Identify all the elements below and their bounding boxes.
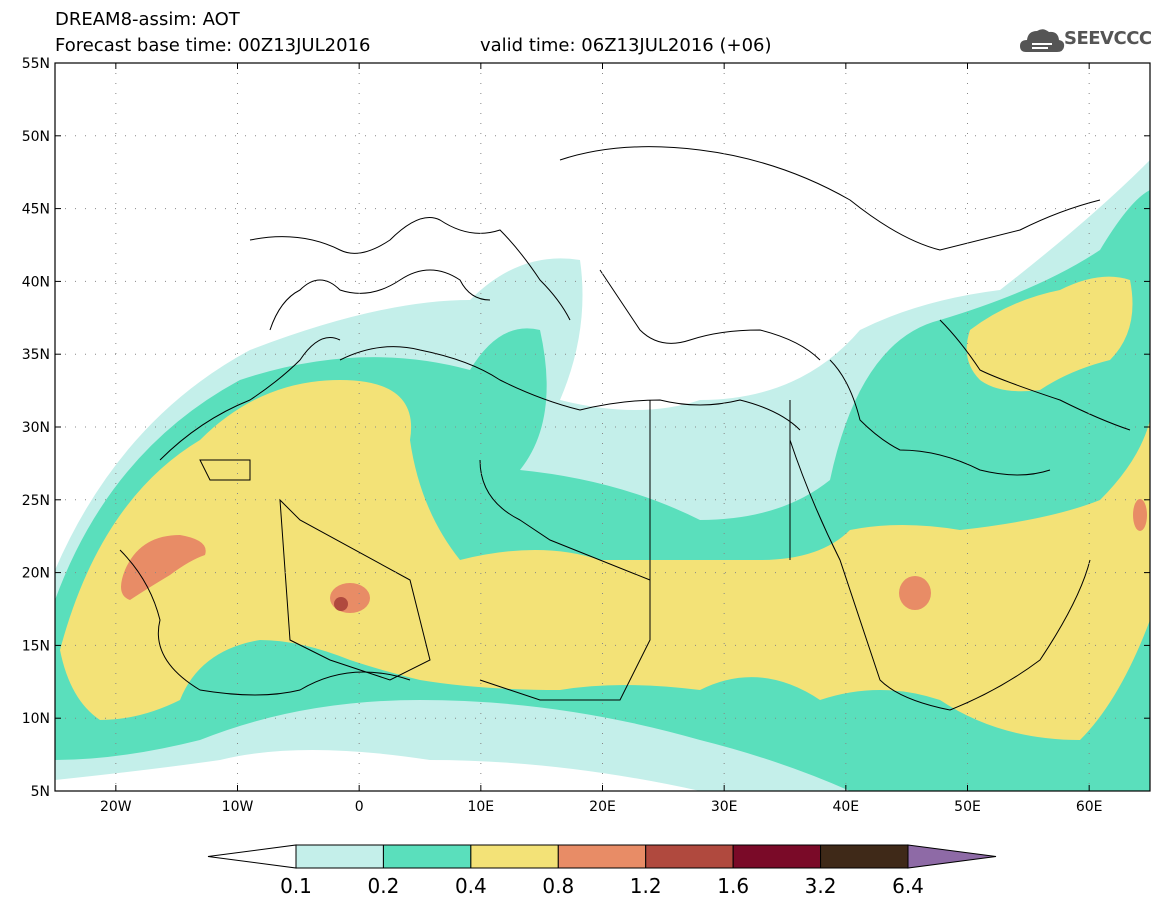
colorbar-extend-high	[907, 844, 997, 869]
colorbar-bin	[295, 844, 384, 869]
lat-tick-label: 5N	[31, 784, 50, 800]
colorbar-bin	[557, 844, 647, 869]
lon-tick-label: 20E	[589, 799, 616, 815]
valid-time: valid time: 06Z13JUL2016 (+06)	[480, 35, 772, 56]
aot-band-0.4	[60, 380, 1150, 740]
map-title: DREAM8-assim: AOT	[55, 9, 240, 30]
lat-tick-label: 50N	[22, 129, 50, 145]
colorbar-label: 0.4	[455, 874, 487, 898]
lon-tick-label: 40E	[832, 799, 859, 815]
colorbar-label: 0.2	[368, 874, 400, 898]
lat-tick-label: 45N	[22, 202, 50, 218]
lon-tick-label: 10E	[467, 799, 494, 815]
longitude-axis: 20W 10W 0 10E 20E 30E 40E 50E 60E	[100, 63, 1103, 815]
colorbar-bin	[645, 844, 734, 869]
lat-tick-label: 40N	[22, 274, 50, 290]
coastlines	[119, 146, 1131, 711]
forecast-base-time: Forecast base time: 00Z13JUL2016	[55, 35, 371, 56]
colorbar-bin	[820, 844, 909, 869]
lon-tick-label: 20W	[100, 799, 132, 815]
aot-band-0.8-west-sahara	[121, 535, 206, 600]
colorbar-label: 0.8	[542, 874, 574, 898]
lon-tick-label: 30E	[711, 799, 738, 815]
colorbar-bin	[382, 844, 472, 869]
lat-tick-label: 25N	[22, 493, 50, 509]
colorbar-label: 6.4	[892, 874, 924, 898]
aot-map: 20W 10W 0 10E 20E 30E 40E 50E 60E 5N 10N 15N 20N 25N…	[22, 56, 1151, 815]
aot-shading	[55, 63, 1150, 791]
cloud-icon	[1020, 29, 1065, 52]
colorbar-label: 1.6	[717, 874, 749, 898]
colorbar-label: 1.2	[630, 874, 662, 898]
lat-tick-label: 15N	[22, 638, 50, 654]
lon-tick-label: 0	[355, 799, 364, 815]
lon-tick-label: 50E	[954, 799, 981, 815]
lat-tick-label: 20N	[22, 566, 50, 582]
lat-tick-label: 35N	[22, 347, 50, 363]
aot-band-0.8-arabia	[899, 576, 931, 610]
aot-band-1.2-core	[334, 597, 348, 611]
colorbar-bin	[732, 844, 822, 869]
lon-tick-label: 10W	[222, 799, 254, 815]
latitude-axis: 5N 10N 15N 20N 25N 30N 35N 40N 45N 50N 55N	[22, 56, 1150, 800]
colorbar-label: 3.2	[805, 874, 837, 898]
lat-tick-label: 10N	[22, 711, 50, 727]
aot-band-0.4-iran	[966, 276, 1133, 392]
seevccc-logo: SEEVCCC	[1064, 28, 1152, 49]
colorbar-bin	[470, 844, 559, 869]
lat-tick-label: 30N	[22, 420, 50, 436]
lat-tick-label: 55N	[22, 56, 50, 72]
colorbar-label: 0.1	[280, 874, 312, 898]
aot-band-0.8-oman	[1133, 499, 1147, 531]
colorbar-extend-low	[207, 844, 297, 869]
lon-tick-label: 60E	[1076, 799, 1103, 815]
